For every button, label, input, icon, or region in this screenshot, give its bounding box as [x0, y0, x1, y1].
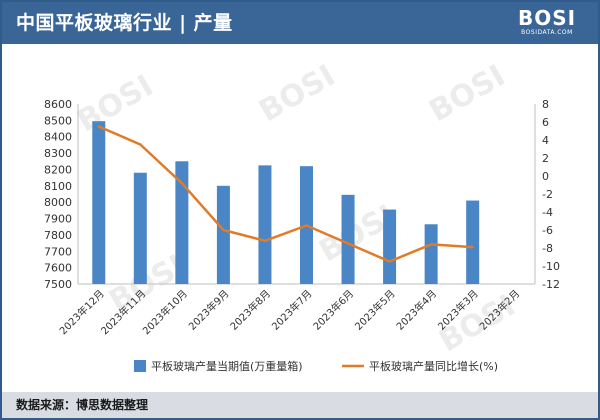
y-left-tick-label: 8500	[44, 114, 72, 127]
logo-subtext: BOSIDATA.COM	[521, 29, 573, 36]
x-tick-label: 2023年4月	[393, 287, 439, 333]
y-left-tick-label: 7800	[44, 229, 72, 242]
y-left-tick-label: 8300	[44, 147, 72, 160]
y-left-tick-label: 8100	[44, 180, 72, 193]
y-right-tick-label: -8	[542, 242, 553, 255]
watermark-text: BOSI	[253, 58, 341, 129]
y-left-tick-label: 7700	[44, 245, 72, 258]
watermark-text: BOSI	[423, 58, 511, 129]
y-left-tick-label: 7500	[44, 278, 72, 291]
line-point	[180, 182, 184, 185]
y-left-tick-label: 8000	[44, 196, 72, 209]
bar-production	[466, 200, 480, 284]
logo-wordmark: BOSI	[517, 6, 577, 30]
line-point	[263, 239, 267, 242]
y-left-tick-label: 8400	[44, 131, 72, 144]
x-tick-label: 2023年7月	[269, 287, 315, 333]
y-left-tick-label: 7900	[44, 213, 72, 226]
y-left-tick-label: 7600	[44, 262, 72, 275]
y-right-tick-label: 6	[542, 116, 549, 129]
y-right-tick-label: -10	[542, 260, 560, 273]
line-point	[346, 242, 350, 245]
y-right-tick-label: -6	[542, 224, 553, 237]
bar-production	[92, 121, 106, 284]
bar-production	[133, 172, 147, 284]
legend-label-line: 平板玻璃产量同比增长(%)	[369, 359, 498, 373]
y-right-tick-label: -2	[542, 188, 553, 201]
watermark-text: BOSI	[71, 68, 159, 139]
y-left-tick-label: 8600	[44, 98, 72, 111]
bar-production	[341, 194, 355, 284]
source-note: 数据来源：博思数据整理	[16, 398, 149, 412]
y-right-tick-label: 4	[542, 134, 549, 147]
x-tick-label: 2023年5月	[352, 287, 398, 333]
bar-production	[175, 161, 189, 284]
line-point	[97, 125, 100, 128]
bar-production	[216, 185, 230, 284]
footer-bar: 数据来源：博思数据整理	[2, 392, 598, 418]
line-point	[471, 245, 474, 249]
y-left-tick-label: 8200	[44, 163, 72, 176]
line-point	[139, 143, 142, 146]
y-right-tick-label: -4	[542, 206, 553, 219]
legend-label-bar: 平板玻璃产量当期值(万重量箱)	[151, 359, 303, 373]
x-tick-label: 2023年8月	[227, 287, 273, 333]
bar-production	[383, 209, 397, 284]
line-point	[388, 260, 391, 263]
y-right-tick-label: 2	[542, 152, 549, 165]
brand-logo: BOSI BOSIDATA.COM	[508, 8, 586, 38]
legend-swatch-bar	[134, 360, 146, 372]
line-point	[429, 243, 433, 246]
line-point	[305, 224, 308, 227]
x-tick-label: 2023年9月	[186, 287, 232, 333]
line-point	[222, 228, 225, 232]
x-tick-label: 2023年6月	[310, 287, 356, 333]
line-yoy-growth	[98, 125, 473, 263]
y-right-tick-label: 0	[542, 170, 549, 183]
header-bar: 中国平板玻璃行业 | 产量 BOSI BOSIDATA.COM	[2, 2, 598, 44]
y-right-tick-label: -12	[542, 278, 560, 291]
bar-production	[258, 165, 272, 284]
bar-production	[424, 224, 438, 284]
y-right-tick-label: 8	[542, 98, 549, 111]
page-title: 中国平板玻璃行业 | 产量	[16, 12, 233, 34]
